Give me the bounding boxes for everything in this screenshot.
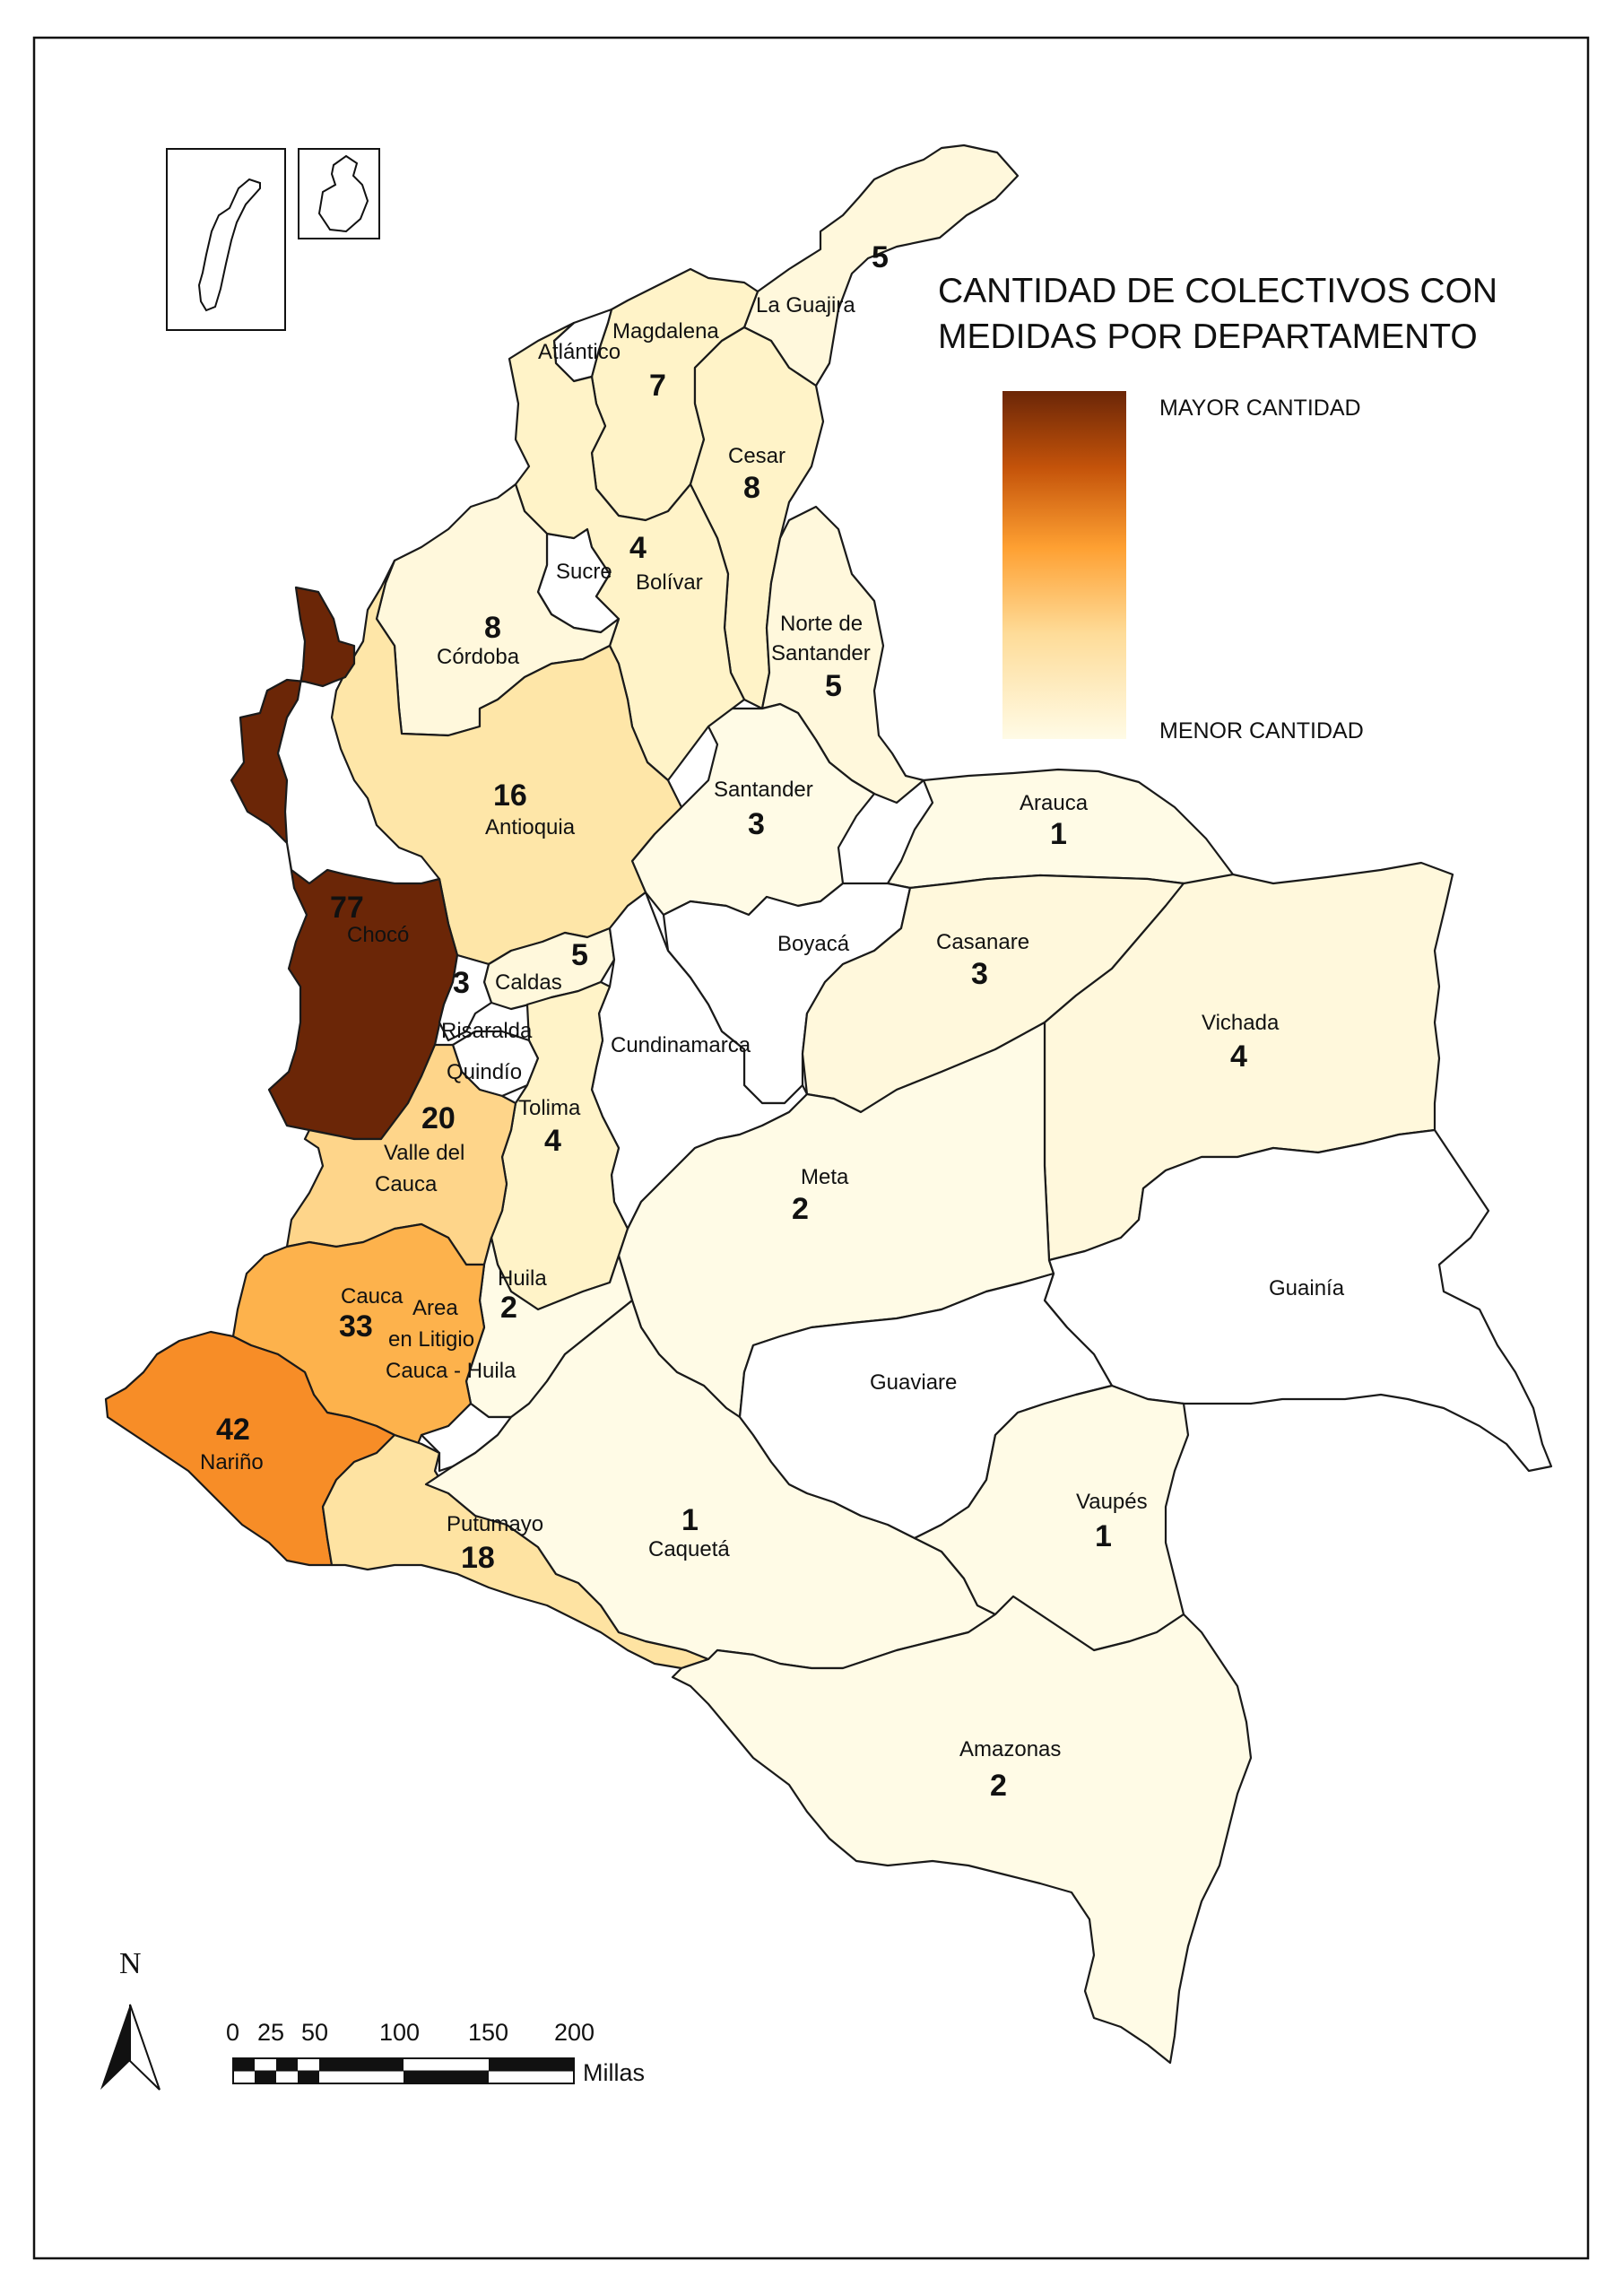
label-tolima: Tolima [518,1096,581,1120]
label-risaralda: Risaralda [441,1019,533,1043]
label-cordoba: Córdoba [437,645,520,669]
label-guainia: Guainía [1269,1276,1345,1300]
legend-color-ramp [1002,391,1126,739]
north-arrow-left-half [100,2005,130,2090]
value-amazonas: 2 [990,1769,1007,1803]
label-vichada: Vichada [1202,1011,1280,1035]
label-amazonas: Amazonas [959,1737,1061,1761]
label-guaviare: Guaviare [870,1370,957,1395]
legend-high-label: MAYOR CANTIDAD [1159,396,1361,421]
department-cesar [689,326,825,710]
label-huila: Huila [498,1266,547,1291]
scale-bar: 0 25 50 100 150 200 Millas [226,2019,645,2086]
value-norte: 5 [825,669,842,703]
label-litigio-line3: Cauca - Huila [386,1359,516,1383]
scale-tick-25: 25 [257,2019,284,2046]
label-cauca: Cauca [341,1284,404,1309]
department-norte-de-santander [760,505,925,804]
department-risaralda [438,953,493,1042]
label-santander: Santander [714,778,813,802]
value-choco: 77 [330,891,364,925]
san-andres-island [197,178,261,312]
scale-tick-100: 100 [379,2019,420,2046]
department-amazonas [671,1595,1253,2065]
value-tolima: 4 [544,1124,561,1158]
value-risaralda: 3 [453,966,470,1000]
value-casanare: 3 [971,957,988,991]
map-title-line1: CANTIDAD DE COLECTIVOS CON [938,272,1497,310]
label-caqueta: Caquetá [648,1537,730,1561]
value-arauca: 1 [1050,817,1067,851]
label-norte-line2: Santander [771,641,871,665]
providencia-island [317,154,369,233]
scale-tick-50: 50 [301,2019,328,2046]
value-santander: 3 [748,807,765,841]
label-litigio-line1: Area [412,1296,458,1320]
label-quindio: Quindío [447,1060,522,1084]
value-vichada: 4 [1230,1039,1247,1074]
department-values: 5 7 8 4 8 5 16 3 77 1 3 5 3 4 4 20 2 2 3… [216,240,1247,1803]
label-atlantico: Atlántico [538,340,621,364]
label-magdalena: Magdalena [612,319,719,344]
north-arrow-right-half [129,2004,161,2091]
label-cundinamarca: Cundinamarca [611,1033,751,1057]
map-frame [32,36,1590,2260]
label-vaupes: Vaupés [1076,1490,1148,1514]
label-litigio-line2: en Litigio [388,1327,474,1352]
value-cesar: 8 [743,471,760,505]
label-bolivar: Bolívar [636,570,703,595]
label-narino: Nariño [200,1450,264,1474]
legend-low-label: MENOR CANTIDAD [1159,718,1364,744]
north-arrow: N [100,1947,161,2091]
label-la-guajira: La Guajira [756,293,855,317]
island-insets [166,148,380,331]
value-valle: 20 [421,1101,456,1135]
label-cesar: Cesar [728,444,785,468]
value-antioquia: 16 [493,778,527,813]
value-bolivar: 4 [629,531,647,565]
value-caldas: 5 [571,938,588,972]
north-arrow-label: N [119,1947,142,1980]
value-caqueta: 1 [681,1503,699,1537]
label-sucre: Sucre [556,560,612,584]
label-casanare: Casanare [936,930,1029,954]
value-cordoba: 8 [484,611,501,645]
value-narino: 42 [216,1413,250,1447]
department-guainia [1043,1128,1553,1473]
value-la-guajira: 5 [872,240,889,274]
label-arauca: Arauca [1020,791,1089,815]
scale-unit: Millas [583,2059,645,2086]
departments-layer [104,144,1553,2065]
label-antioquia: Antioquia [485,815,576,839]
value-vaupes: 1 [1095,1519,1112,1553]
map-title-line2: MEDIDAS POR DEPARTAMENTO [938,317,1478,356]
department-bolivar [508,321,746,782]
scale-tick-0: 0 [226,2019,239,2046]
scale-tick-200: 200 [554,2019,595,2046]
value-putumayo: 18 [461,1541,495,1575]
label-putumayo: Putumayo [447,1512,543,1536]
value-huila: 2 [500,1291,517,1325]
value-cauca: 33 [339,1309,373,1344]
label-norte-line1: Norte de [780,612,863,636]
label-valle-line2: Cauca [375,1172,438,1196]
value-magdalena: 7 [649,369,666,403]
label-valle-line1: Valle del [384,1141,464,1165]
department-labels: La Guajira Magdalena Atlántico Cesar Suc… [200,293,1345,1761]
label-caldas: Caldas [495,970,562,995]
label-meta: Meta [801,1165,849,1189]
label-choco: Chocó [347,923,409,947]
value-meta: 2 [792,1192,809,1226]
scale-tick-150: 150 [468,2019,508,2046]
label-boyaca: Boyacá [777,932,850,956]
